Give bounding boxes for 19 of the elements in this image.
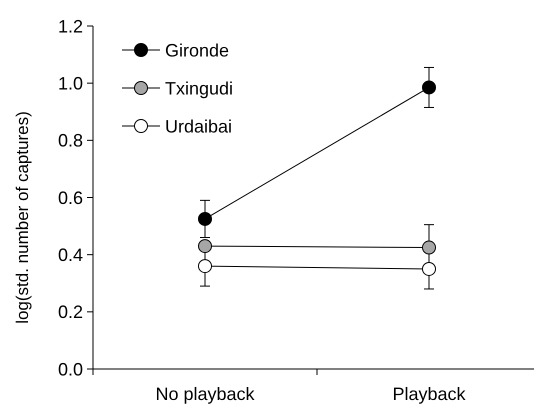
- point: [198, 212, 212, 226]
- point: [422, 262, 436, 276]
- x-tick-label: No playback: [155, 384, 256, 404]
- y-tick-label: 1.2: [58, 16, 83, 36]
- y-axis-title: log(std. number of captures): [13, 111, 32, 324]
- point: [422, 80, 436, 94]
- y-tick-label: 0.8: [58, 130, 83, 151]
- y-tick-label: 1.0: [58, 73, 83, 94]
- point: [198, 239, 212, 254]
- y-tick-label: 0.4: [58, 244, 83, 265]
- legend-label: Urdaibai: [165, 116, 232, 136]
- point: [198, 259, 212, 274]
- x-tick-label: Playback: [392, 384, 467, 404]
- y-tick-label: 0.6: [58, 188, 83, 208]
- legend-label: Txingudi: [165, 78, 234, 98]
- point: [422, 240, 436, 255]
- y-tick-label: 0.0: [58, 359, 83, 380]
- y-tick-label: 0.2: [58, 302, 83, 322]
- legend-label: Gironde: [165, 40, 230, 60]
